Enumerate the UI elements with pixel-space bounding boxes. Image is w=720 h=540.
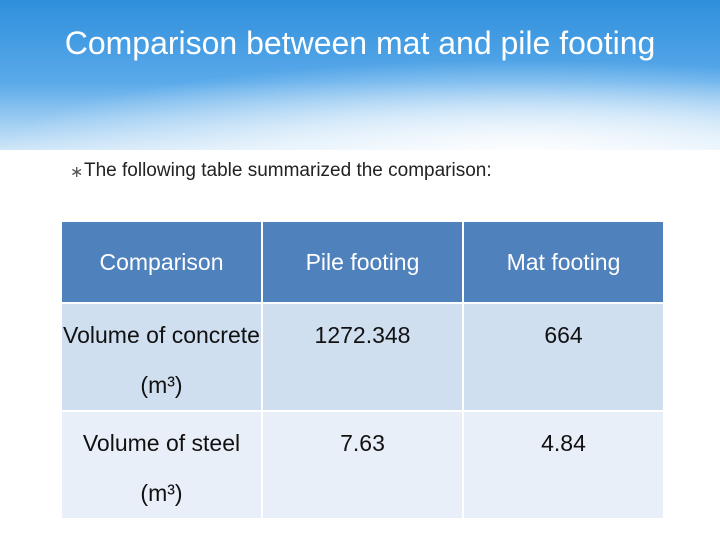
bullet-icon: ∗ xyxy=(70,164,84,181)
slide-title: Comparison between mat and pile footing xyxy=(64,25,656,61)
table-cell: 1272.348 xyxy=(261,302,464,412)
header-cell: Comparison xyxy=(60,220,263,304)
bullet-text: The following table summarized the compa… xyxy=(84,160,492,181)
table-cell: 664 xyxy=(462,302,665,412)
table-cell: Volume of steel (m³) xyxy=(60,410,263,520)
header-cell: Mat footing xyxy=(462,220,665,304)
table-cell: Volume of concrete (m³) xyxy=(60,302,263,412)
table-row: Volume of concrete (m³) 1272.348 664 xyxy=(60,302,665,412)
header-row: Comparison Pile footing Mat footing xyxy=(60,220,665,304)
table-cell: 4.84 xyxy=(462,410,665,520)
title-banner xyxy=(0,0,720,150)
table-row: Volume of steel (m³) 7.63 4.84 xyxy=(60,410,665,520)
table-cell: 7.63 xyxy=(261,410,464,520)
comparison-table: Comparison Pile footing Mat footing Volu… xyxy=(60,220,665,520)
header-cell: Pile footing xyxy=(261,220,464,304)
